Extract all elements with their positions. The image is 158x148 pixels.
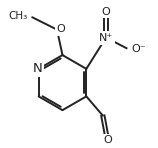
Text: O: O	[103, 135, 112, 145]
Text: N: N	[32, 62, 42, 75]
Text: O: O	[57, 24, 65, 34]
Text: O: O	[101, 7, 110, 17]
Text: O⁻: O⁻	[131, 44, 146, 54]
Text: CH₃: CH₃	[9, 11, 28, 21]
Text: N⁺: N⁺	[99, 33, 113, 43]
